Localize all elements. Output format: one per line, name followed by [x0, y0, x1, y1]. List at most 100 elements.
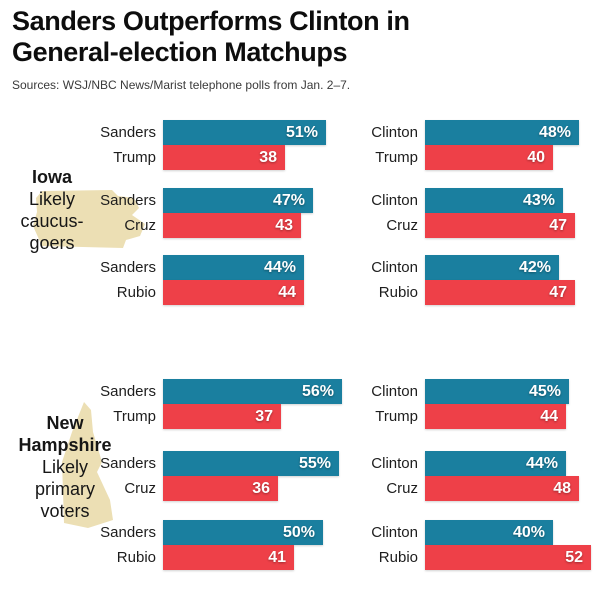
- iowa-region-name: Iowa: [31, 167, 72, 187]
- dem-candidate-label: Clinton: [371, 124, 418, 141]
- rep-candidate-label: Trump: [113, 408, 156, 425]
- dem-candidate-label: Clinton: [371, 259, 418, 276]
- rep-bar: 44: [425, 404, 566, 429]
- candidate-labels: Clinton Cruz: [325, 451, 425, 501]
- rep-candidate-label: Rubio: [116, 284, 156, 301]
- matchup-nh-sanders-rubio: Sanders Rubio 50% 41: [63, 520, 323, 570]
- rep-candidate-label: Rubio: [378, 549, 418, 566]
- dem-bar-value: 42%: [518, 259, 551, 276]
- dem-candidate-label: Sanders: [100, 524, 156, 541]
- dem-candidate-label: Clinton: [371, 455, 418, 472]
- rep-bar: 48: [425, 476, 579, 501]
- rep-bar-value: 37: [255, 408, 273, 425]
- chart-title-line2: General-election Matchups: [12, 37, 348, 67]
- rep-bar: 44: [163, 280, 304, 305]
- rep-bar: 47: [425, 213, 575, 238]
- dem-candidate-label: Clinton: [371, 192, 418, 209]
- chart-title-line1: Sanders Outperforms Clinton in: [12, 6, 410, 36]
- rep-bar: 40: [425, 145, 553, 170]
- dem-bar-value: 51%: [285, 124, 318, 141]
- dem-bar-value: 48%: [538, 124, 571, 141]
- matchup-iowa-clinton-cruz: Clinton Cruz 43% 47: [325, 188, 575, 238]
- candidate-labels: Sanders Rubio: [63, 520, 163, 570]
- candidate-labels: Clinton Trump: [325, 379, 425, 429]
- iowa-subtitle-line: Likely: [28, 189, 76, 209]
- candidate-labels: Clinton Cruz: [325, 188, 425, 238]
- dem-bar: 47%: [163, 188, 313, 213]
- dem-bar-value: 44%: [263, 259, 296, 276]
- matchup-nh-sanders-trump: Sanders Trump 56% 37: [63, 379, 342, 429]
- bar-pair: 40% 52: [425, 520, 591, 570]
- dem-bar: 44%: [163, 255, 304, 280]
- dem-bar-value: 40%: [512, 524, 545, 541]
- rep-candidate-label: Rubio: [116, 549, 156, 566]
- rep-bar-value: 47: [549, 217, 567, 234]
- iowa-label-block: Iowa Likely caucus- goers: [0, 166, 104, 254]
- rep-bar-value: 40: [527, 149, 545, 166]
- dem-bar-value: 50%: [282, 524, 315, 541]
- candidate-labels: Clinton Rubio: [325, 520, 425, 570]
- rep-candidate-label: Rubio: [378, 284, 418, 301]
- rep-bar: 38: [163, 145, 285, 170]
- matchup-iowa-sanders-cruz: Sanders Cruz 47% 43: [63, 188, 313, 238]
- dem-candidate-label: Sanders: [100, 192, 156, 209]
- dem-bar: 43%: [425, 188, 563, 213]
- dem-bar: 51%: [163, 120, 326, 145]
- matchup-nh-clinton-rubio: Clinton Rubio 40% 52: [325, 520, 591, 570]
- nh-subtitle-line: Likely: [41, 457, 89, 477]
- matchup-iowa-clinton-rubio: Clinton Rubio 42% 47: [325, 255, 575, 305]
- bar-pair: 48% 40: [425, 120, 579, 170]
- dem-candidate-label: Sanders: [100, 455, 156, 472]
- matchup-iowa-sanders-trump: Sanders Trump 51% 38: [63, 120, 326, 170]
- bar-pair: 44% 44: [163, 255, 304, 305]
- new-hampshire-state-silhouette-icon: [62, 402, 113, 528]
- rep-candidate-label: Trump: [375, 149, 418, 166]
- dem-bar: 56%: [163, 379, 342, 404]
- bar-pair: 51% 38: [163, 120, 326, 170]
- dem-candidate-label: Sanders: [100, 383, 156, 400]
- rep-candidate-label: Cruz: [124, 480, 156, 497]
- chart-title: Sanders Outperforms Clinton in General-e…: [12, 6, 592, 68]
- rep-candidate-label: Cruz: [386, 217, 418, 234]
- dem-candidate-label: Sanders: [100, 124, 156, 141]
- bar-pair: 56% 37: [163, 379, 342, 429]
- matchup-iowa-clinton-trump: Clinton Trump 48% 40: [325, 120, 579, 170]
- candidate-labels: Sanders Trump: [63, 379, 163, 429]
- candidate-labels: Sanders Trump: [63, 120, 163, 170]
- candidate-labels: Sanders Cruz: [63, 451, 163, 501]
- iowa-subtitle-line: caucus-: [20, 211, 84, 231]
- rep-candidate-label: Trump: [375, 408, 418, 425]
- candidate-labels: Clinton Rubio: [325, 255, 425, 305]
- rep-bar-value: 52: [565, 549, 583, 566]
- rep-bar-value: 36: [252, 480, 270, 497]
- nh-subtitle-line: primary: [34, 479, 95, 499]
- dem-bar-value: 56%: [301, 383, 334, 400]
- bar-pair: 47% 43: [163, 188, 313, 238]
- dem-bar: 55%: [163, 451, 339, 476]
- iowa-state-silhouette-icon: [33, 190, 145, 248]
- dem-bar: 40%: [425, 520, 553, 545]
- bar-pair: 44% 48: [425, 451, 579, 501]
- rep-bar: 43: [163, 213, 301, 238]
- dem-bar-value: 43%: [522, 192, 555, 209]
- dem-candidate-label: Clinton: [371, 524, 418, 541]
- nh-subtitle-line: voters: [40, 501, 90, 521]
- bar-pair: 50% 41: [163, 520, 323, 570]
- rep-bar-value: 44: [278, 284, 296, 301]
- dem-bar-value: 44%: [525, 455, 558, 472]
- candidate-labels: Sanders Rubio: [63, 255, 163, 305]
- bar-pair: 42% 47: [425, 255, 575, 305]
- nh-region-name-line1: New: [46, 413, 84, 433]
- rep-bar: 47: [425, 280, 575, 305]
- dem-candidate-label: Clinton: [371, 383, 418, 400]
- rep-bar: 37: [163, 404, 281, 429]
- rep-bar-value: 47: [549, 284, 567, 301]
- dem-bar-value: 45%: [528, 383, 561, 400]
- bar-pair: 55% 36: [163, 451, 339, 501]
- matchup-nh-clinton-trump: Clinton Trump 45% 44: [325, 379, 569, 429]
- rep-bar: 52: [425, 545, 591, 570]
- dem-bar-value: 47%: [272, 192, 305, 209]
- dem-bar-value: 55%: [298, 455, 331, 472]
- dem-bar: 44%: [425, 451, 566, 476]
